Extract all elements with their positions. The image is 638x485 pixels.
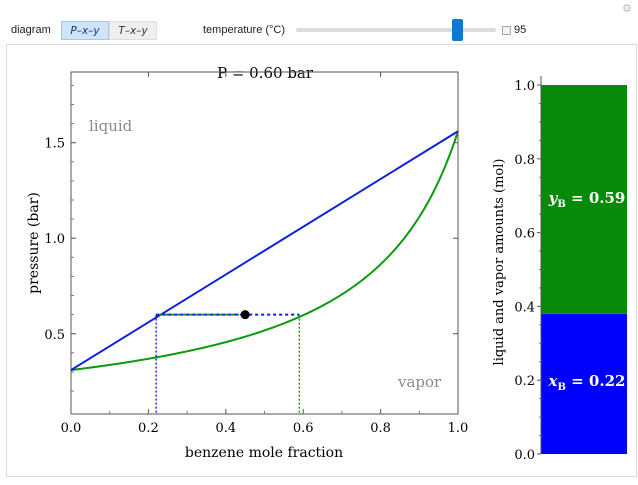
x-tick-label: 0.0 <box>61 421 82 436</box>
x-tick-label: 0.2 <box>138 421 159 436</box>
operating-point[interactable] <box>240 310 250 320</box>
temperature-label: temperature (°C) <box>203 24 286 36</box>
x-tick-label: 0.4 <box>215 421 236 436</box>
bar-y-tick-label: 0.8 <box>514 153 535 168</box>
chart-title: P = 0.60 bar <box>217 64 314 82</box>
bar-y-tick-label: 1.0 <box>514 79 535 94</box>
expand-plus-icon[interactable] <box>502 26 511 35</box>
liquid-fraction-label: xB = 0.22 <box>548 372 626 393</box>
diagram-option-txy[interactable]: T–x–y <box>109 21 157 40</box>
bar-y-tick-label: 0.0 <box>514 448 535 463</box>
bar-axis-ticks: 0.0 0.2 0.4 0.6 0.8 1.0 <box>514 79 541 463</box>
diagram-label: diagram <box>11 24 51 36</box>
bar-y-axis-label: liquid and vapor amounts (mol) <box>492 159 507 366</box>
vapor-amount-bar <box>541 85 627 314</box>
temperature-slider-track[interactable] <box>296 28 496 32</box>
x-tick-label: 0.8 <box>370 421 391 436</box>
dew-point-curve <box>70 130 459 372</box>
output-panel <box>6 44 637 477</box>
amounts-bar-chart: 0.0 0.2 0.4 0.6 0.8 1.0 liquid and vapor amou… <box>492 76 627 463</box>
y-tick-label: 1.0 <box>44 232 65 247</box>
temperature-value: 95 <box>514 24 527 36</box>
liquid-amount-bar <box>541 313 627 454</box>
gear-icon[interactable]: ⚙ <box>622 3 632 15</box>
diagram-option-pxy[interactable]: P–x–y <box>61 21 109 40</box>
axis-ticks: 0.0 0.2 0.4 0.6 0.8 1.0 0.5 1.0 1.5 <box>44 72 468 436</box>
bubble-point-line <box>70 130 459 371</box>
bar-y-tick-label: 0.2 <box>514 374 535 389</box>
bar-y-tick-label: 0.6 <box>514 227 535 242</box>
y-tick-label: 0.5 <box>44 328 65 343</box>
y-axis-label: pressure (bar) <box>26 192 42 294</box>
x-tick-label: 1.0 <box>448 421 469 436</box>
bar-y-tick-label: 0.4 <box>514 300 535 315</box>
control-bar: diagram P–x–y T–x–y temperature (°C) 95 … <box>0 0 638 44</box>
vapor-fraction-label: yB = 0.59 <box>548 189 626 210</box>
temperature-slider-thumb[interactable] <box>452 19 463 41</box>
pxy-diagram: P = 0.60 bar 0.0 0.2 0.4 0.6 0.8 1.0 0.5 1.0 1.5… <box>26 64 468 461</box>
x-tick-label: 0.6 <box>293 421 314 436</box>
y-tick-label: 1.5 <box>44 137 65 152</box>
x-axis-label: benzene mole fraction <box>185 445 343 461</box>
liquid-region-label: liquid <box>89 117 133 135</box>
vapor-region-label: vapor <box>397 373 442 391</box>
